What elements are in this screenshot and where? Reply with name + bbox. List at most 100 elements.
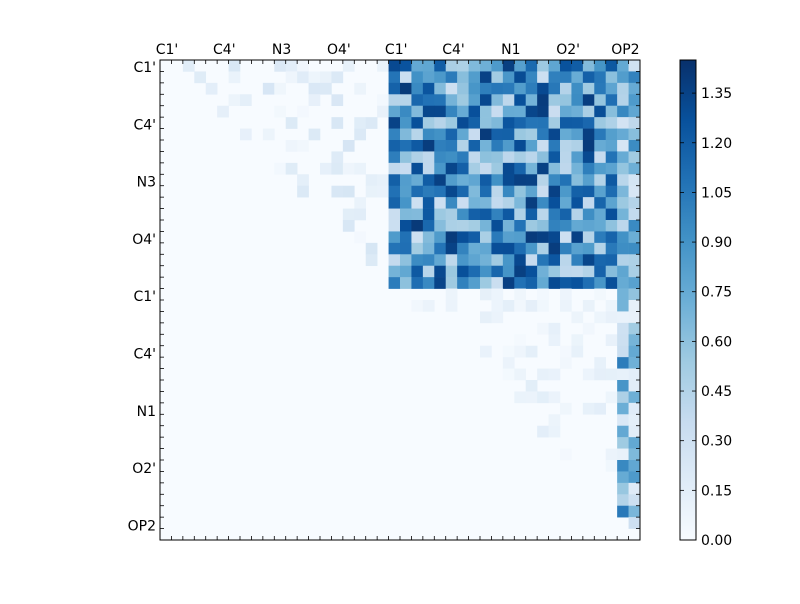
heatmap-cell [628,300,641,312]
heatmap-cell [491,277,504,289]
heatmap-cell [514,288,527,301]
heatmap-cell [628,402,641,415]
heatmap-cell [320,71,332,84]
heatmap-cell [628,334,641,347]
heatmap-cell [377,94,389,107]
heatmap-cell [617,254,629,267]
heatmap-cell [628,162,641,175]
heatmap-cell [445,254,458,267]
heatmap-cell [548,368,561,381]
heatmap-cell [480,174,492,187]
heatmap-cell [514,105,527,118]
heatmap-cell [354,231,367,244]
heatmap-cell [434,151,447,164]
colorbar-tick-label: 1.35 [701,86,732,102]
heatmap-cell [605,60,618,72]
heatmap-cell [388,242,401,255]
heatmap-cell [617,482,629,495]
heatmap-cell [468,208,481,221]
heatmap-cell [560,94,572,107]
heatmap-cell [434,254,447,267]
heatmap-cell [354,117,367,129]
colorbar-tick-label: 0.30 [701,434,732,450]
heatmap-cell [491,174,504,187]
heatmap-cell [502,117,515,129]
heatmap-cell [571,82,584,95]
heatmap-cell [400,94,412,107]
heatmap-cell [628,140,641,152]
heatmap-cell [434,117,447,129]
heatmap-cell [434,242,447,255]
heatmap-cell [445,277,458,289]
heatmap-cell [525,71,538,84]
heatmap-cell [468,140,481,152]
heatmap-cell [548,117,561,129]
heatmap-cell [502,265,515,278]
heatmap-cell [605,117,618,129]
heatmap-cell [628,197,641,209]
heatmap-cell [491,231,504,244]
heatmap-cell [354,128,367,141]
heatmap-cell [491,94,504,107]
heatmap-cell [628,254,641,267]
heatmap-cell [400,71,412,84]
heatmap-cell [628,482,641,495]
heatmap-cell [400,82,412,95]
heatmap-cell [502,162,515,175]
heatmap-cell [445,185,458,198]
heatmap-cell [617,425,629,438]
heatmap-cell [491,162,504,175]
heatmap-cell [537,117,549,129]
heatmap-cell [228,71,241,84]
heatmap-cell [320,162,332,175]
heatmap-cell [502,94,515,107]
heatmap-cell [514,277,527,289]
heatmap-cell [617,460,629,472]
heatmap-cell [491,71,504,84]
heatmap-cell [594,208,607,221]
heatmap-cell [514,197,527,209]
heatmap-cell [525,94,538,107]
heatmap-cell [582,151,595,164]
heatmap-cell [434,231,447,244]
heatmap-cell [354,162,367,175]
heatmap-cell [422,185,435,198]
heatmap-cell [548,231,561,244]
heatmap-cell [537,60,549,72]
heatmap-cell [560,254,572,267]
heatmap-cell [617,288,629,301]
heatmap-cell [594,185,607,198]
heatmap-cell [274,82,287,95]
heatmap-cell [582,117,595,129]
heatmap-cell [571,220,584,232]
colorbar-tick-label: 0.45 [701,384,732,400]
colorbar-ticks: 0.00 0.15 0.30 0.45 0.60 0.75 0.90 1.05 1.20 1.35 [680,86,732,549]
heatmap-cell [285,140,298,152]
x-tick-label: C1' [156,42,179,58]
heatmap-cell [582,242,595,255]
heatmap-cell [594,117,607,129]
heatmap-cell [422,140,435,152]
heatmap-cell [422,60,435,72]
heatmap-cell [457,60,469,72]
heatmap-cell [457,128,469,141]
heatmap-cell [468,151,481,164]
heatmap-cell [502,242,515,255]
heatmap-cell [605,220,618,232]
heatmap-cell [514,60,527,72]
heatmap-cell [571,208,584,221]
heatmap-cell [480,128,492,141]
heatmap-cell [411,300,424,312]
heatmap-cell [411,185,424,198]
heatmap-cell [617,391,629,404]
heatmap-cell [480,254,492,267]
heatmap-cell [525,380,538,392]
heatmap-cell [582,60,595,72]
heatmap-cell [514,208,527,221]
colorbar-tick-label: 1.20 [701,136,732,152]
heatmap-cell [400,185,412,198]
heatmap-cell [560,357,572,369]
heatmap-cell [571,231,584,244]
heatmap-cell [400,162,412,175]
heatmap-cell [411,82,424,95]
